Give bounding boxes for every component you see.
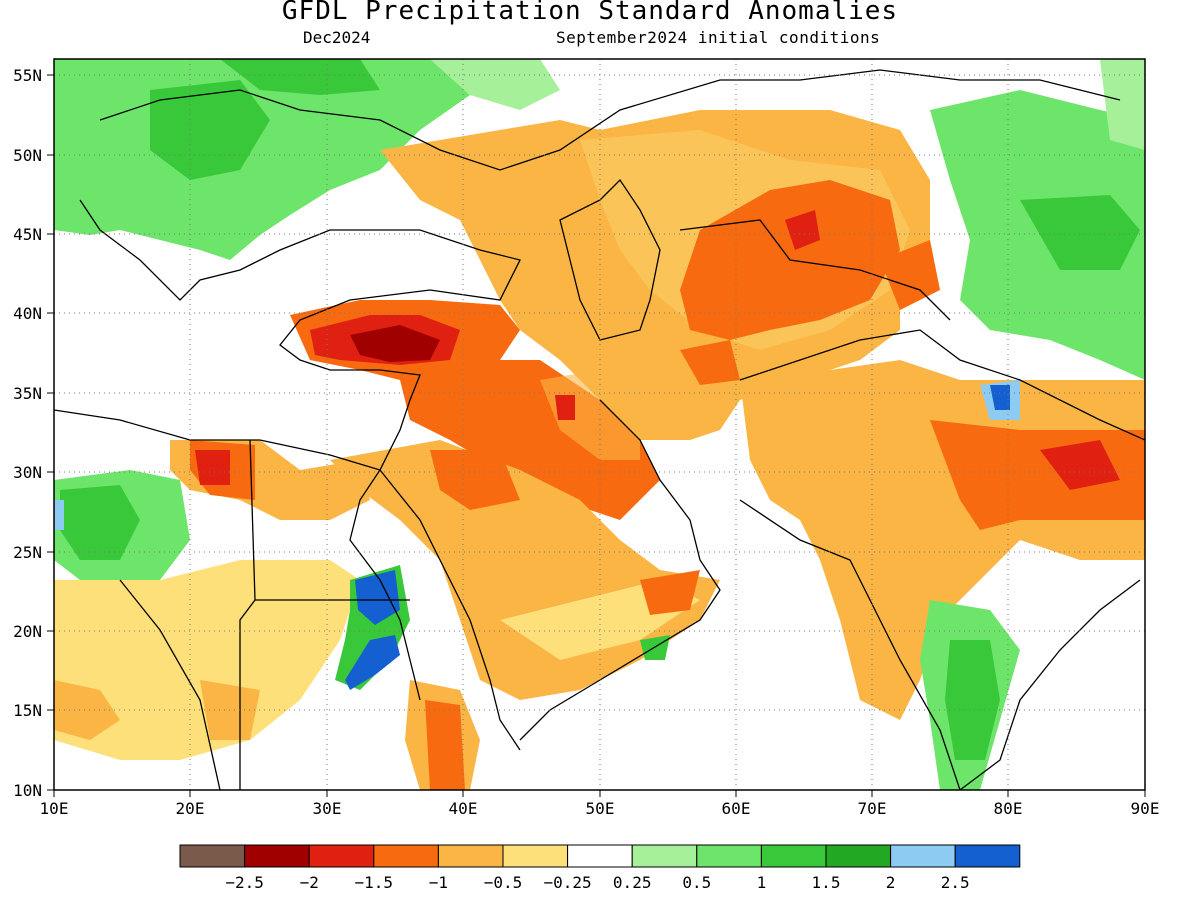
colorbar-swatch: [696, 844, 762, 868]
colorbar-swatch: [567, 844, 633, 868]
colorbar-swatch: [825, 844, 892, 868]
colorbar-swatch: [308, 844, 375, 868]
colorbar-label: 1.5: [812, 873, 841, 892]
colorbar-label: −0.5: [484, 873, 523, 892]
colorbar-label: 0.25: [613, 873, 652, 892]
colorbar-label: −1.5: [355, 873, 394, 892]
colorbar-swatch: [502, 844, 569, 868]
colorbar-swatch: [760, 844, 827, 868]
colorbar-label: −2: [300, 873, 319, 892]
colorbar-label: 2.5: [941, 873, 970, 892]
lon-label: 50E: [586, 799, 615, 818]
lat-label: 20N: [13, 622, 42, 641]
lat-label: 10N: [13, 781, 42, 800]
colorbar-swatch: [437, 844, 504, 868]
chart-title: GFDL Precipitation Standard Anomalies: [281, 0, 899, 26]
initial-conditions: September2024 initial conditions: [556, 28, 881, 47]
colorbar-labels: −2.5 −2 −1.5 −1 −0.5 −0.25 0.25 0.5 1 1.5 2 2.5: [225, 873, 969, 892]
lon-label: 70E: [858, 799, 887, 818]
colorbar-label: 1: [757, 873, 767, 892]
lat-label: 25N: [13, 543, 42, 562]
colorbar-label: −0.25: [544, 873, 592, 892]
graticule: [54, 59, 1145, 790]
lat-label: 30N: [13, 463, 42, 482]
colorbar-swatch: [373, 844, 439, 868]
lon-label: 10E: [40, 799, 69, 818]
lon-label: 90E: [1131, 799, 1160, 818]
lat-label: 40N: [13, 304, 42, 323]
lat-label: 50N: [13, 146, 42, 165]
colorbar-swatch: [244, 844, 310, 868]
lon-label: 20E: [176, 799, 205, 818]
lon-label: 30E: [313, 799, 342, 818]
lat-label: 35N: [13, 384, 42, 403]
lon-label: 80E: [994, 799, 1023, 818]
lat-label: 45N: [13, 225, 42, 244]
colorbar-swatch: [954, 844, 1021, 868]
colorbar-swatch: [631, 844, 698, 868]
coastlines: [54, 69, 1145, 790]
forecast-month: Dec2024: [303, 28, 371, 47]
colorbar-swatch: [179, 844, 246, 868]
lon-label: 60E: [722, 799, 751, 818]
colorbar-swatch: [890, 844, 956, 868]
colorbar-label: −1: [429, 873, 448, 892]
colorbar: [179, 844, 1021, 868]
lat-label: 15N: [13, 701, 42, 720]
lat-label: 55N: [13, 66, 42, 85]
colorbar-label: 2: [886, 873, 896, 892]
lon-label: 40E: [449, 799, 478, 818]
colorbar-label: 0.5: [682, 873, 711, 892]
tick-marks: [47, 74, 1146, 797]
colorbar-label: −2.5: [225, 873, 264, 892]
